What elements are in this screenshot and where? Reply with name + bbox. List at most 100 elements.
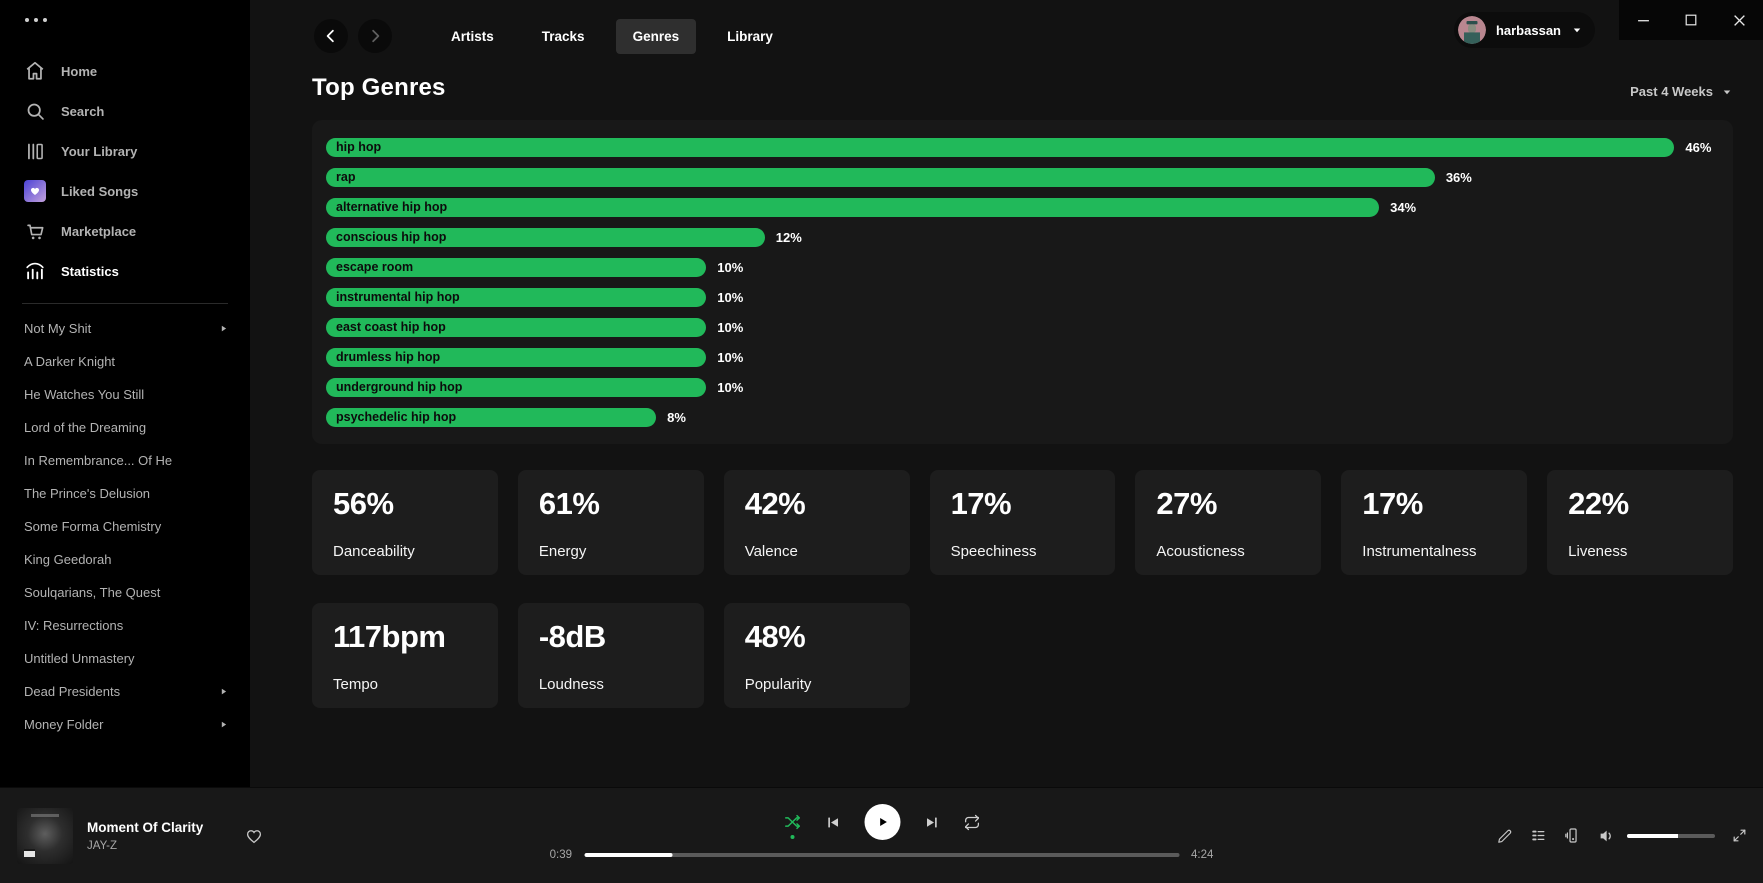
card-acousticness: 27% Acousticness: [1135, 470, 1322, 575]
sidebar-item-marketplace[interactable]: Marketplace: [0, 211, 250, 251]
genre-bar[interactable]: conscious hip hop: [326, 227, 765, 247]
playlist-item[interactable]: Untitled Unmastery: [24, 651, 135, 666]
app-menu-button[interactable]: [0, 13, 250, 27]
sidebar-item-search[interactable]: Search: [0, 91, 250, 131]
genre-bar[interactable]: underground hip hop: [326, 377, 707, 397]
maximize-button[interactable]: [1677, 6, 1705, 34]
statistics-icon: [24, 260, 46, 282]
genre-bar[interactable]: drumless hip hop: [326, 347, 707, 367]
track-title[interactable]: Moment Of Clarity: [87, 819, 204, 835]
genre-label: hip hop: [336, 140, 382, 154]
previous-track-button[interactable]: [825, 815, 840, 830]
genre-percent: 46%: [1685, 139, 1712, 155]
repeat-button[interactable]: [963, 814, 980, 831]
genre-label: underground hip hop: [336, 380, 463, 394]
playlist-item[interactable]: Not My Shit: [0, 312, 250, 345]
playlist-item[interactable]: King Geedorah: [24, 552, 112, 567]
time-range-select[interactable]: Past 4 Weeks: [1630, 84, 1733, 102]
queue-icon[interactable]: [1530, 827, 1547, 844]
playlist-item[interactable]: In Remembrance... Of He: [24, 453, 173, 468]
genre-bar[interactable]: hip hop: [326, 137, 1675, 157]
time-range-label: Past 4 Weeks: [1630, 84, 1713, 99]
shuffle-button[interactable]: [783, 813, 801, 831]
search-icon: [24, 100, 46, 122]
genre-bar[interactable]: escape room: [326, 257, 707, 277]
genre-label: east coast hip hop: [336, 320, 446, 334]
fullscreen-icon[interactable]: [1732, 828, 1747, 843]
genre-label: conscious hip hop: [336, 230, 447, 244]
connect-device-icon[interactable]: [1564, 827, 1581, 844]
sidebar-item-statistics[interactable]: Statistics: [0, 251, 250, 291]
card-energy: 61% Energy: [517, 470, 704, 575]
genre-bar-row: underground hip hop 10%: [326, 372, 1719, 402]
track-artist[interactable]: JAY-Z: [87, 839, 118, 852]
feature-value: 48%: [744, 619, 806, 654]
album-art[interactable]: [17, 807, 73, 864]
genre-bar-row: hip hop 46%: [326, 132, 1719, 162]
feature-value: 22%: [1568, 486, 1629, 521]
playlist-item[interactable]: The Prince's Delusion: [24, 486, 151, 501]
playlist-item[interactable]: Dead Presidents: [0, 675, 250, 708]
library-icon: [24, 140, 46, 162]
sidebar: Home Search Your Library Liked Songs Mar…: [0, 0, 250, 787]
genre-bar[interactable]: east coast hip hop: [326, 317, 707, 337]
genre-label: alternative hip hop: [336, 200, 448, 214]
tab-library[interactable]: Library: [710, 19, 790, 54]
forward-button[interactable]: [358, 19, 392, 53]
play-pause-button[interactable]: [864, 804, 900, 840]
playlist-item[interactable]: IV: Resurrections: [24, 618, 124, 633]
genre-bar-row: east coast hip hop 10%: [326, 312, 1719, 342]
sidebar-item-liked-songs[interactable]: Liked Songs: [0, 171, 250, 211]
window-titlebar: [1619, 0, 1763, 40]
genre-percent: 10%: [717, 289, 744, 305]
sidebar-item-home[interactable]: Home: [0, 51, 250, 91]
playlist-item[interactable]: Some Forma Chemistry: [24, 519, 162, 534]
like-track-button[interactable]: [245, 827, 263, 845]
genre-bar[interactable]: alternative hip hop: [326, 197, 1380, 217]
feature-label: Energy: [538, 543, 587, 560]
home-icon: [24, 60, 46, 82]
player-bar: Moment Of Clarity JAY-Z 0:39: [0, 787, 1763, 883]
elapsed-time: 0:39: [549, 849, 572, 861]
feature-label: Tempo: [333, 676, 379, 693]
feature-label: Loudness: [538, 676, 604, 693]
audio-feature-cards: 56% Danceability 61% Energy 42% Valence …: [312, 470, 1733, 708]
tab-tracks[interactable]: Tracks: [525, 19, 602, 54]
next-track-button[interactable]: [924, 815, 939, 830]
back-button[interactable]: [314, 19, 348, 53]
nav-tabs: Artists Tracks Genres Library: [434, 18, 790, 54]
feature-label: Popularity: [744, 676, 812, 693]
genre-percent: 8%: [667, 409, 686, 425]
genre-bar-row: rap 36%: [326, 162, 1719, 192]
genre-bar[interactable]: rap: [326, 167, 1435, 187]
genre-label: psychedelic hip hop: [336, 410, 457, 424]
playlist-item[interactable]: Soulqarians, The Quest: [24, 585, 161, 600]
lyrics-icon[interactable]: [1497, 828, 1513, 844]
progress-bar[interactable]: [584, 853, 1179, 857]
chevron-down-icon: [1571, 24, 1583, 36]
liked-songs-icon: [24, 180, 46, 202]
playlist-item[interactable]: Money Folder: [0, 708, 250, 741]
genre-percent: 10%: [717, 349, 744, 365]
genre-bar-row: conscious hip hop 12%: [326, 222, 1719, 252]
playlist-list: Not My Shit A Darker Knight He Watches Y…: [0, 312, 250, 741]
sidebar-item-your-library[interactable]: Your Library: [0, 131, 250, 171]
playlist-item[interactable]: He Watches You Still: [24, 387, 145, 402]
close-button[interactable]: [1725, 6, 1753, 34]
feature-label: Speechiness: [950, 543, 1037, 560]
card-speechiness: 17% Speechiness: [929, 470, 1116, 575]
genre-bar[interactable]: psychedelic hip hop: [326, 407, 657, 427]
playlist-item[interactable]: Lord of the Dreaming: [24, 420, 147, 435]
tab-artists[interactable]: Artists: [434, 19, 511, 54]
volume-slider[interactable]: [1627, 833, 1715, 838]
feature-value: 117bpm: [333, 619, 446, 654]
feature-value: 27%: [1156, 486, 1217, 521]
genre-bar-row: instrumental hip hop 10%: [326, 282, 1719, 312]
tab-genres[interactable]: Genres: [615, 18, 697, 54]
minimize-button[interactable]: [1629, 6, 1657, 34]
genre-bar[interactable]: instrumental hip hop: [326, 287, 707, 307]
user-menu[interactable]: harbassan: [1453, 12, 1595, 48]
playlist-item[interactable]: A Darker Knight: [24, 354, 116, 369]
volume-icon[interactable]: [1598, 827, 1616, 845]
genre-bar-row: alternative hip hop 34%: [326, 192, 1719, 222]
